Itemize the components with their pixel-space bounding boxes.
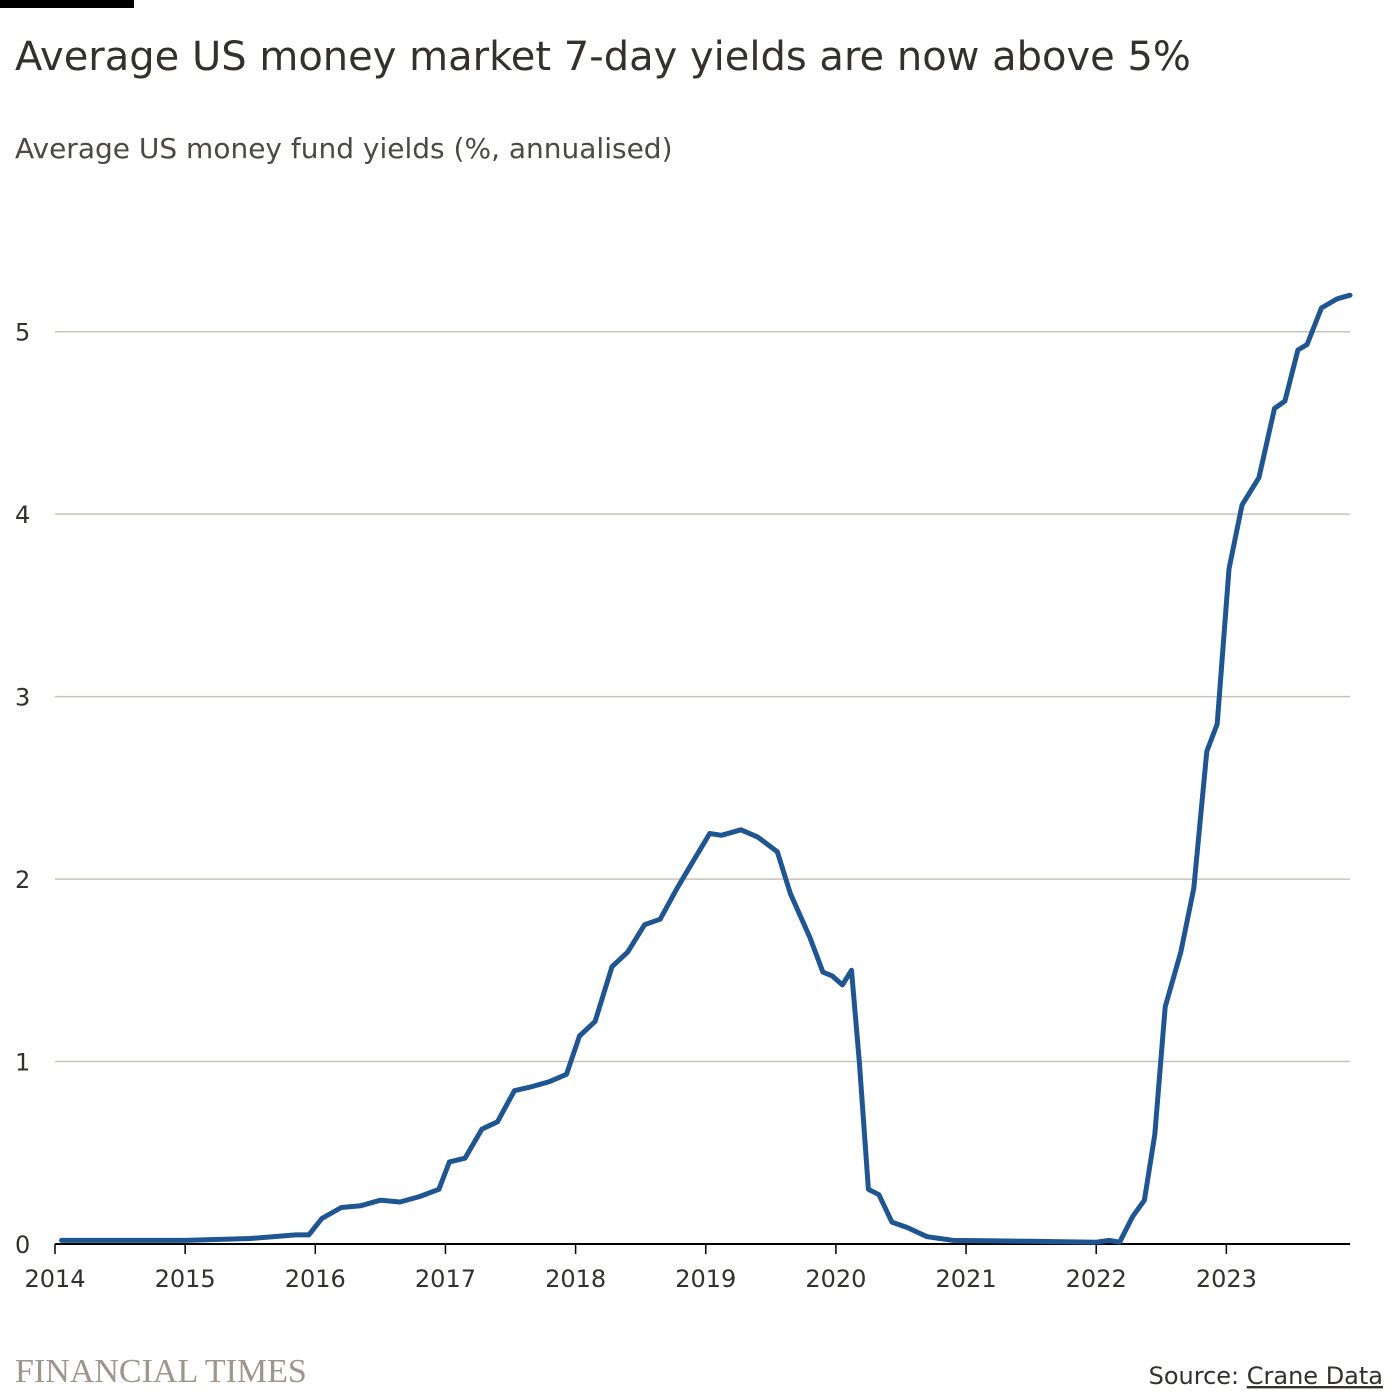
x-tick-label: 2017 (415, 1265, 476, 1293)
x-tick-label: 2016 (285, 1265, 346, 1293)
x-tick-label: 2019 (675, 1265, 736, 1293)
x-tick-label: 2014 (24, 1265, 85, 1293)
x-tick-label: 2023 (1196, 1265, 1257, 1293)
line (59, 292, 1353, 1245)
y-tick-label: 3 (15, 684, 30, 712)
chart-title: Average US money market 7-day yields are… (15, 34, 1191, 80)
brand: FINANCIAL TIMES (15, 1353, 307, 1390)
chart-subtitle: Average US money fund yields (%, annuali… (15, 132, 673, 165)
brand-bar (0, 0, 134, 8)
source-link[interactable]: Crane Data (1247, 1362, 1383, 1390)
x-tick-label: 2015 (155, 1265, 216, 1293)
y-tick-label: 5 (15, 319, 30, 347)
source: Source: Crane Data (1149, 1362, 1383, 1390)
x-tick-label: 2020 (805, 1265, 866, 1293)
y-tick-label: 0 (15, 1231, 30, 1259)
source-label: Source: (1149, 1362, 1240, 1390)
y-tick-label: 1 (15, 1049, 30, 1077)
x-tick-label: 2018 (545, 1265, 606, 1293)
x-tick-label: 2022 (1066, 1265, 1127, 1293)
y-tick-label: 4 (15, 501, 30, 529)
y-tick-label: 2 (15, 866, 30, 894)
x-tick-label: 2021 (936, 1265, 997, 1293)
